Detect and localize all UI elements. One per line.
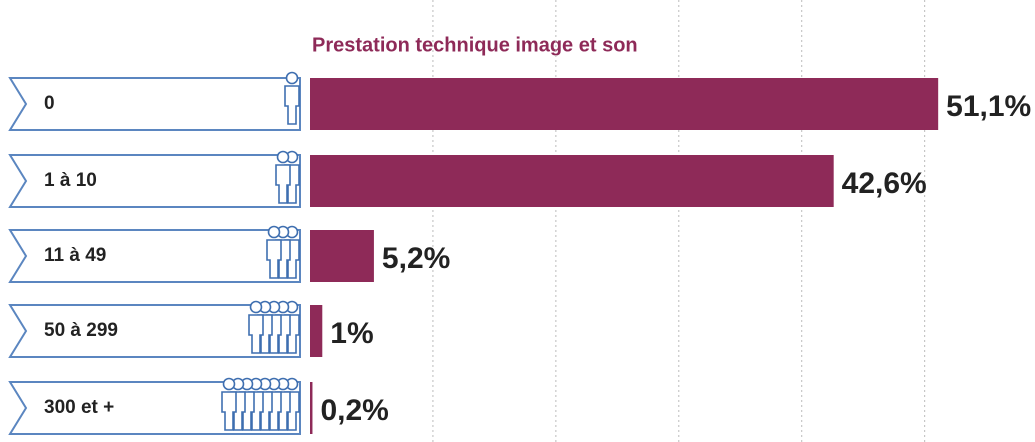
bar [310,155,834,207]
bar [310,305,323,357]
bar [310,230,374,282]
value-label: 0,2% [320,394,388,427]
chart-title: Prestation technique image et son [312,34,638,56]
category-box [8,229,301,283]
people-icon [275,150,300,204]
bar [310,382,313,434]
person-body [221,391,237,431]
people-icon [221,377,300,431]
category-label: 300 et + [44,397,114,418]
people-icon [248,300,300,354]
people-icon [284,71,300,125]
value-label: 51,1% [946,90,1031,123]
person-head [267,225,281,239]
person-body [275,164,291,204]
category-label: 11 à 49 [44,245,106,266]
person-body [266,239,282,279]
person-head [276,150,290,164]
value-label: 5,2% [382,242,450,275]
category-box [8,77,301,131]
value-label: 42,6% [842,167,927,200]
bar [310,78,939,130]
person-head [222,377,236,391]
category-box [8,154,301,208]
value-label: 1% [330,317,373,350]
category-label: 0 [44,93,55,114]
person-head [285,71,299,85]
category-label: 1 à 10 [44,170,97,191]
people-icon [266,225,300,279]
person-head [249,300,263,314]
person-body [248,314,264,354]
category-label: 50 à 299 [44,320,118,341]
person-body [284,85,300,125]
